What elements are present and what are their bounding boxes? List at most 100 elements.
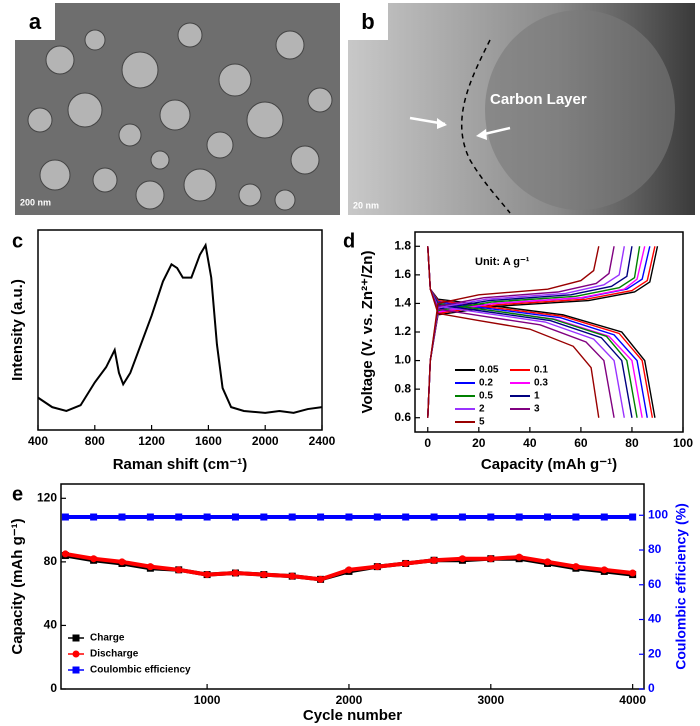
legend-marker: [72, 666, 80, 674]
marker: [61, 550, 69, 558]
x-tick-label: 2000: [252, 434, 279, 448]
marker: [175, 566, 183, 574]
marker: [373, 513, 381, 521]
marker: [402, 559, 410, 567]
annotation: Unit: A g⁻¹: [475, 256, 530, 268]
y-tick-label: 1.8: [394, 238, 411, 252]
charge-curve: [427, 246, 600, 418]
legend-label: Coulombic efficiency: [90, 665, 191, 676]
x-tick-label: 0: [424, 436, 431, 450]
x-tick-label: 3000: [477, 693, 504, 707]
y-tick-label: 1.0: [394, 353, 411, 367]
x-tick-label: 4000: [619, 693, 646, 707]
y-axis-label: Capacity (mAh g⁻¹): [9, 518, 26, 654]
legend-label: 0.3: [534, 378, 548, 389]
x-tick-label: 60: [574, 436, 588, 450]
legend-label: Charge: [90, 633, 125, 644]
marker: [458, 513, 466, 521]
y-tick-label: 120: [37, 490, 57, 504]
y-tick-label: 1.2: [394, 324, 411, 338]
x-tick-label: 800: [85, 434, 105, 448]
x-axis-label: Cycle number: [303, 707, 402, 724]
marker: [175, 513, 183, 521]
x-tick-label: 1600: [195, 434, 222, 448]
charge-curve: [427, 246, 633, 418]
x-tick-label: 2400: [309, 434, 336, 448]
y-tick-label: 0.8: [394, 381, 411, 395]
plot-frame: [37, 229, 323, 431]
legend-label: Discharge: [90, 649, 139, 660]
marker: [430, 513, 438, 521]
legend-marker: [72, 634, 80, 642]
legend-label: 2: [479, 404, 485, 415]
y2-tick-label: 100: [648, 507, 668, 521]
y-tick-label: 0: [50, 681, 57, 695]
panel-label: e: [12, 483, 23, 505]
y-tick-label: 40: [44, 618, 58, 632]
legend-label: 0.05: [479, 365, 499, 376]
plot-frame: [60, 483, 645, 690]
x-axis-label: Raman shift (cm⁻¹): [113, 456, 248, 473]
marker: [629, 569, 637, 577]
marker: [118, 513, 126, 521]
marker: [402, 513, 410, 521]
marker: [430, 556, 438, 564]
marker: [61, 513, 69, 521]
legend-marker: [72, 650, 80, 658]
discharge-curve: [427, 246, 633, 418]
discharge-curve: [427, 246, 654, 418]
tem-image: b Carbon Layer 20 nm: [348, 3, 695, 215]
discharge-curve: [427, 246, 600, 418]
x-tick-label: 1000: [194, 693, 221, 707]
marker: [260, 571, 268, 579]
marker: [345, 513, 353, 521]
marker: [600, 566, 608, 574]
annotation: Carbon Layer: [490, 91, 587, 108]
marker: [288, 513, 296, 521]
y-axis-label: Intensity (a.u.): [9, 279, 26, 381]
sem-image: a 200 nm: [15, 3, 340, 215]
legend-label: 3: [534, 404, 540, 415]
marker: [146, 513, 154, 521]
plot-frame: [414, 231, 684, 433]
legend-label: 0.1: [534, 365, 548, 376]
marker: [90, 555, 98, 563]
panel-label: b: [361, 9, 374, 34]
y-tick-label: 1.4: [394, 296, 411, 310]
charge-curve: [427, 246, 659, 418]
marker: [544, 558, 552, 566]
marker: [345, 566, 353, 574]
marker: [458, 555, 466, 563]
x-tick-label: 2000: [336, 693, 363, 707]
scale-bar-label: 200 nm: [20, 197, 51, 207]
x-tick-label: 1200: [138, 434, 165, 448]
legend-label: 1: [534, 391, 540, 402]
marker: [572, 563, 580, 571]
marker: [260, 513, 268, 521]
marker: [544, 513, 552, 521]
marker: [90, 513, 98, 521]
legend-label: 5: [479, 417, 485, 428]
marker: [629, 513, 637, 521]
y2-axis-label: Coulombic efficiency (%): [673, 503, 689, 669]
marker: [373, 563, 381, 571]
x-tick-label: 100: [673, 436, 693, 450]
marker: [231, 569, 239, 577]
marker: [203, 513, 211, 521]
marker: [317, 575, 325, 583]
marker: [515, 553, 523, 561]
y-tick-label: 1.6: [394, 267, 411, 281]
y2-tick-label: 80: [648, 542, 662, 556]
marker: [317, 513, 325, 521]
y2-tick-label: 0: [648, 681, 655, 695]
spectrum-line: [37, 242, 323, 414]
y2-tick-label: 40: [648, 612, 662, 626]
marker: [600, 513, 608, 521]
marker: [515, 513, 523, 521]
x-tick-label: 400: [28, 434, 48, 448]
marker: [487, 555, 495, 563]
marker: [487, 513, 495, 521]
marker: [203, 571, 211, 579]
marker: [146, 563, 154, 571]
y2-tick-label: 60: [648, 577, 662, 591]
